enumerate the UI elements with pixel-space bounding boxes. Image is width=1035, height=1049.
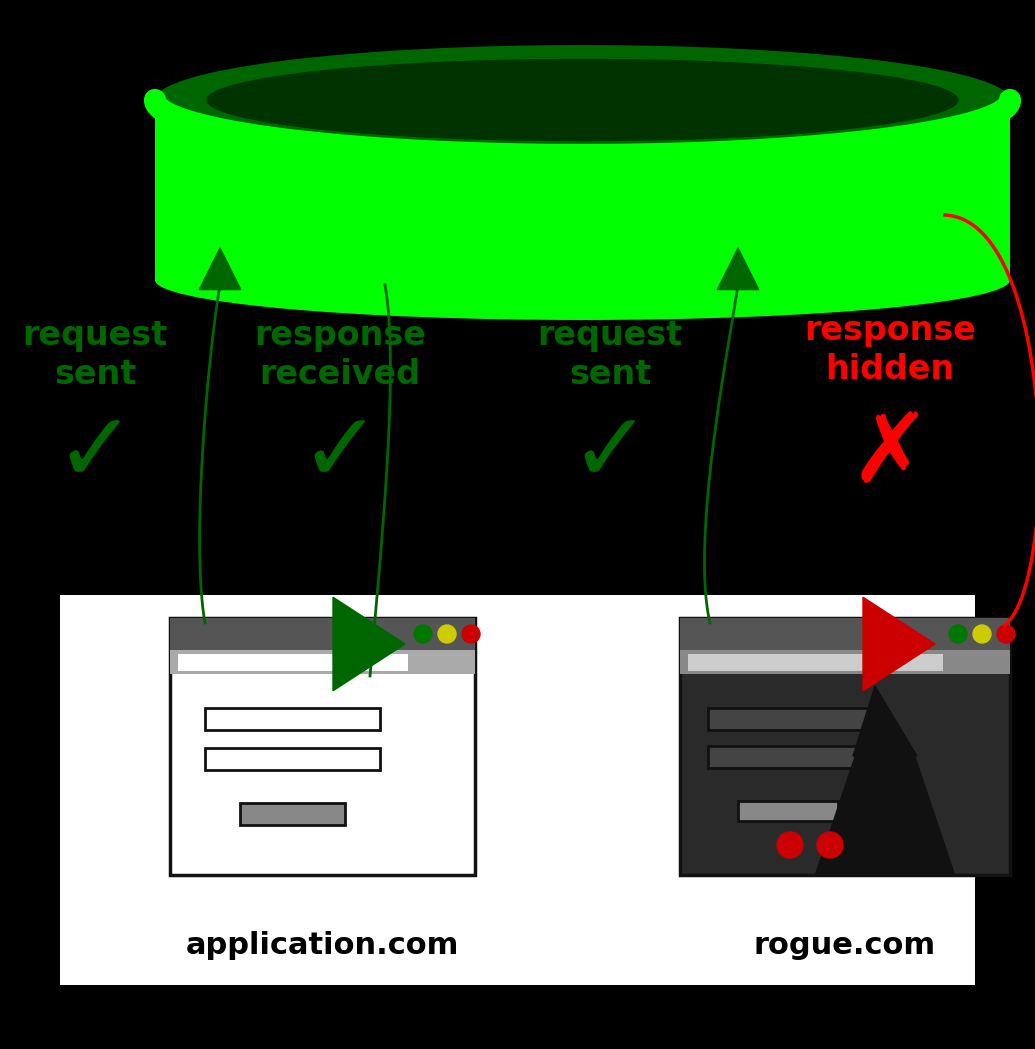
Circle shape — [817, 832, 842, 858]
Text: ✗: ✗ — [850, 408, 930, 501]
Circle shape — [973, 625, 990, 643]
Polygon shape — [863, 597, 935, 691]
Ellipse shape — [155, 45, 1010, 155]
Bar — [170, 650, 475, 675]
Bar — [205, 708, 380, 730]
Text: request
sent: request sent — [537, 319, 682, 390]
Bar — [738, 801, 838, 821]
Text: request
sent: request sent — [23, 319, 168, 390]
Circle shape — [949, 625, 967, 643]
Polygon shape — [815, 751, 955, 876]
Bar — [688, 654, 943, 671]
Bar — [680, 618, 1010, 650]
Bar — [680, 650, 1010, 675]
Polygon shape — [333, 597, 405, 691]
Bar — [708, 708, 868, 730]
Circle shape — [777, 832, 803, 858]
Ellipse shape — [206, 59, 958, 142]
Text: application.com: application.com — [186, 930, 460, 960]
Text: ✓: ✓ — [299, 408, 381, 501]
Bar — [155, 100, 1010, 280]
Circle shape — [414, 625, 432, 643]
Bar — [60, 595, 975, 985]
Circle shape — [462, 625, 480, 643]
Bar — [708, 746, 868, 768]
Bar — [178, 654, 408, 671]
Text: response
hidden: response hidden — [804, 315, 976, 386]
Polygon shape — [199, 248, 241, 290]
Circle shape — [997, 625, 1015, 643]
Bar — [170, 618, 475, 650]
Bar — [240, 802, 345, 825]
Text: response
received: response received — [254, 319, 426, 390]
Text: ✓: ✓ — [54, 408, 136, 501]
Bar — [170, 618, 475, 875]
Bar — [680, 618, 1010, 875]
Ellipse shape — [155, 240, 1010, 320]
Polygon shape — [717, 248, 759, 290]
Bar — [205, 748, 380, 770]
Text: rogue.com: rogue.com — [753, 930, 936, 960]
Polygon shape — [853, 686, 917, 756]
Circle shape — [438, 625, 456, 643]
Text: ✓: ✓ — [569, 408, 651, 501]
